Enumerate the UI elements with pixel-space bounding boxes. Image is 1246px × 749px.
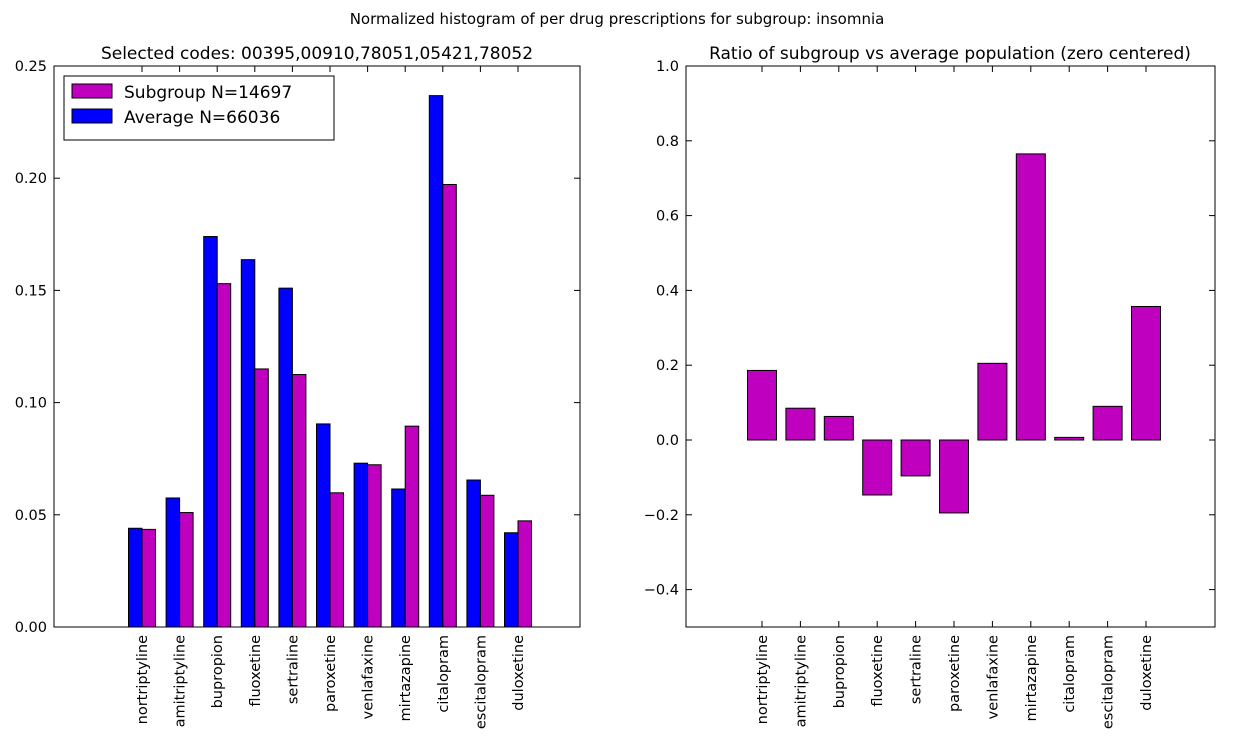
chart-title: Selected codes: 00395,00910,78051,05421,…: [101, 44, 533, 64]
y-tick-label: −0.4: [644, 583, 679, 599]
x-tick-label: duloxetine: [1139, 635, 1155, 711]
bar: [179, 512, 194, 628]
bar: [504, 532, 519, 628]
x-tick-label: escitalopram: [1101, 635, 1117, 729]
y-tick-label: 0.05: [15, 508, 47, 524]
bar: [165, 497, 181, 628]
legend-swatch: [71, 108, 113, 124]
x-tick-label: citalopram: [436, 635, 452, 713]
bar: [203, 236, 218, 628]
bar: [316, 423, 331, 628]
bar: [466, 479, 481, 628]
chart-selected-codes: Selected codes: 00395,00910,78051,05421,…: [15, 44, 581, 729]
x-tick-label: venlafaxine: [361, 635, 377, 719]
bar: [240, 259, 256, 628]
bar: [900, 439, 931, 477]
bar: [479, 494, 495, 628]
x-tick-label: bupropion: [832, 635, 848, 708]
bar: [747, 369, 777, 441]
bar: [1015, 153, 1046, 441]
x-tick-label: escitalopram: [473, 635, 489, 729]
legend-entry: Average N=66036: [124, 108, 280, 128]
x-tick-label: bupropion: [210, 635, 226, 708]
y-tick-label: 1.0: [656, 59, 679, 75]
bar: [367, 464, 382, 628]
bar: [823, 415, 854, 441]
y-tick-label: 0.0: [656, 433, 679, 449]
bar: [939, 439, 969, 514]
x-tick-label: amitriptyline: [793, 635, 809, 727]
y-tick-label: 0.8: [656, 134, 679, 150]
x-tick-label: paroxetine: [947, 635, 963, 712]
bar: [128, 527, 143, 628]
bar: [141, 528, 156, 628]
x-tick-label: nortriptyline: [755, 635, 771, 724]
y-tick-label: 0.2: [656, 358, 679, 374]
y-tick-label: 0.15: [15, 283, 47, 299]
plot-frame: [53, 65, 581, 628]
bar: [404, 425, 420, 628]
bar: [254, 368, 269, 628]
bar: [1054, 436, 1085, 441]
y-tick-label: 0.25: [15, 59, 47, 75]
x-tick-label: sertraline: [285, 635, 301, 704]
y-tick-label: 0.00: [15, 620, 47, 636]
bar: [1092, 405, 1123, 441]
x-tick-label: fluoxetine: [248, 635, 264, 707]
x-tick-label: citalopram: [1062, 635, 1078, 713]
y-tick-label: 0.6: [656, 209, 679, 225]
bar: [353, 462, 369, 628]
bar: [278, 287, 293, 628]
legend-swatch: [71, 83, 113, 99]
x-tick-label: duloxetine: [511, 635, 527, 711]
y-tick-label: 0.10: [15, 396, 47, 412]
chart-title: Ratio of subgroup vs average population …: [709, 44, 1191, 64]
x-tick-label: fluoxetine: [870, 635, 886, 707]
x-tick-label: paroxetine: [323, 635, 339, 712]
bar: [428, 95, 444, 628]
chart-ratio: Ratio of subgroup vs average population …: [644, 44, 1216, 729]
y-tick-label: −0.2: [644, 508, 679, 524]
bar: [329, 492, 344, 628]
y-tick-label: 0.20: [15, 171, 47, 187]
bar: [391, 488, 406, 628]
x-tick-label: mirtazapine: [398, 635, 414, 722]
plot-frame: [685, 65, 1216, 628]
x-tick-label: nortriptyline: [135, 635, 151, 724]
x-tick-label: venlafaxine: [985, 635, 1001, 719]
y-tick-label: 0.4: [656, 283, 679, 299]
bar: [517, 520, 532, 628]
x-tick-label: mirtazapine: [1024, 635, 1040, 722]
x-tick-label: sertraline: [909, 635, 925, 704]
bar: [977, 362, 1008, 441]
bar: [216, 283, 232, 628]
x-tick-label: amitriptyline: [173, 635, 189, 727]
figure-suptitle: Normalized histogram of per drug prescri…: [350, 10, 885, 28]
bar: [785, 407, 816, 441]
legend-entry: Subgroup N=14697: [124, 83, 292, 103]
bar: [862, 439, 893, 496]
bar: [291, 374, 307, 628]
bar: [442, 183, 457, 628]
bar: [1131, 305, 1161, 441]
